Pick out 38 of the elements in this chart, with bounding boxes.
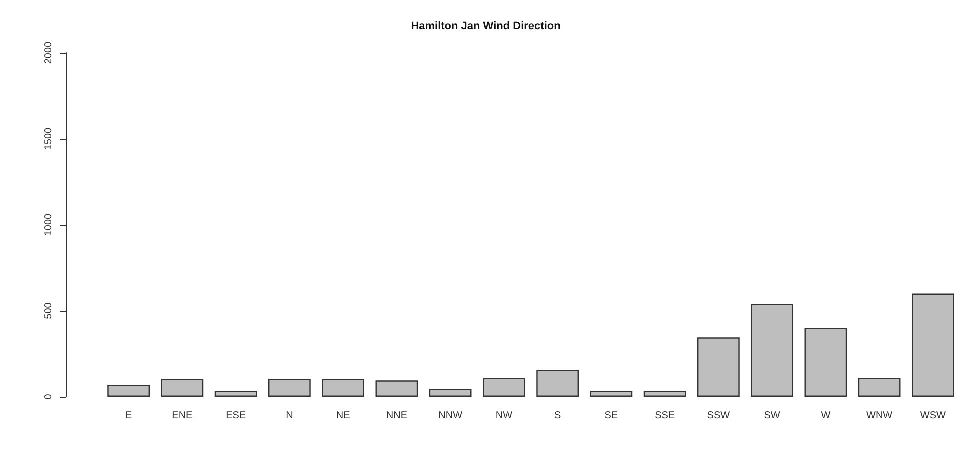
bar (804, 328, 848, 397)
bar (322, 378, 364, 397)
bar (698, 338, 740, 397)
bar (268, 378, 311, 397)
bar (483, 378, 526, 397)
bar (644, 390, 686, 397)
bar (912, 294, 954, 397)
y-tick-label: 1500 (44, 127, 54, 150)
x-tick-label: E (125, 410, 132, 422)
x-tick-label: SW (764, 410, 781, 422)
x-tick-label: ENE (172, 410, 194, 422)
x-tick-label: SSE (655, 410, 676, 422)
y-tick-label: 1000 (44, 213, 54, 236)
x-tick-label: NE (336, 410, 351, 422)
bar (376, 380, 418, 397)
x-tick-label: NW (496, 410, 514, 422)
y-tick-label: 500 (44, 302, 54, 320)
x-tick-label: W (821, 410, 832, 422)
x-tick-label: WNW (866, 410, 894, 422)
x-tick-label: WSW (920, 410, 947, 422)
bar (751, 304, 794, 397)
chart-title: Hamilton Jan Wind Direction (411, 20, 562, 32)
y-tick-label: 2000 (44, 41, 54, 64)
bar (108, 384, 150, 397)
x-tick-label: NNW (438, 410, 464, 422)
x-tick-label: SSW (707, 410, 731, 422)
x-tick-label: ESE (226, 410, 246, 422)
bar (429, 389, 472, 397)
x-tick-label: SE (604, 410, 618, 422)
x-tick-label: N (286, 410, 294, 422)
bar (590, 390, 633, 397)
bar (536, 370, 579, 397)
y-tick-label: 0 (44, 394, 54, 400)
bar (161, 378, 204, 397)
x-tick-label: S (554, 410, 562, 422)
bar (858, 378, 901, 397)
x-tick-label: NNE (386, 410, 408, 422)
bar (214, 390, 258, 397)
